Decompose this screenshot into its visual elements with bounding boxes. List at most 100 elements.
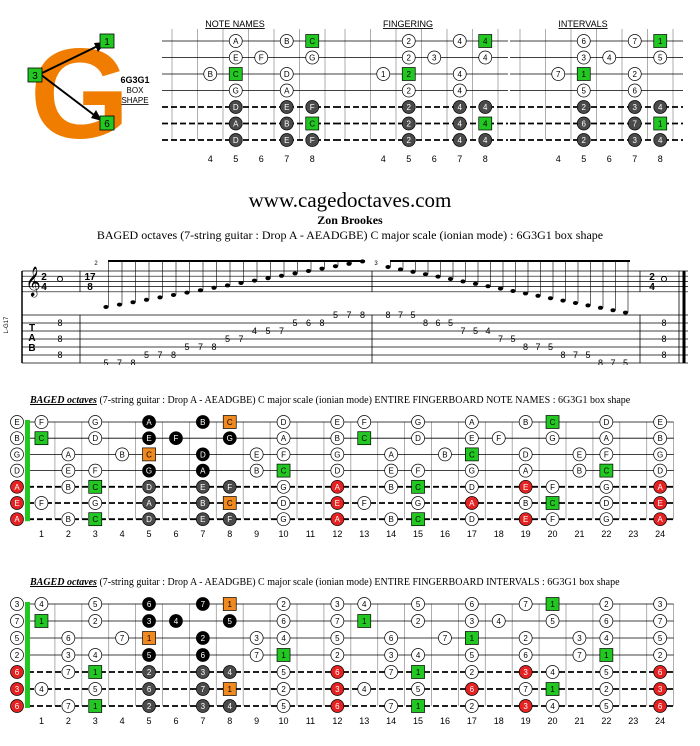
note-head	[265, 276, 271, 281]
note-head	[143, 297, 150, 302]
tab-number: 5	[292, 318, 297, 328]
note-marker-label: E	[66, 467, 71, 476]
note-marker-label: B	[335, 434, 340, 443]
note-head	[497, 286, 504, 291]
note-marker	[411, 648, 425, 662]
note-marker	[88, 597, 103, 611]
mini-marker-label: 3	[633, 136, 638, 145]
tuplet-mark: 3	[374, 261, 378, 267]
note-marker	[276, 682, 291, 696]
note-head	[332, 264, 339, 269]
note-marker-label: G	[14, 450, 20, 459]
note-marker-label: G	[227, 434, 233, 443]
fret-number: 9	[254, 716, 259, 726]
note-marker	[115, 447, 130, 462]
mini-marker	[653, 100, 668, 114]
note-marker	[88, 463, 103, 478]
tab-number: 5	[184, 342, 189, 352]
note-marker	[545, 431, 560, 446]
note-marker	[88, 665, 103, 679]
note-marker	[196, 479, 210, 494]
note-marker	[222, 597, 237, 611]
note-marker-label: 1	[228, 600, 233, 609]
mini-marker	[627, 100, 642, 114]
note-marker	[10, 496, 24, 510]
note-marker	[518, 512, 533, 527]
fret-number: 24	[655, 529, 665, 539]
note-marker-label: B	[657, 434, 662, 443]
fret-number: 11	[306, 716, 315, 726]
nut	[25, 420, 30, 522]
mini-marker	[627, 83, 642, 98]
side-label: L-G17	[4, 316, 10, 333]
note-marker-label: F	[550, 515, 555, 524]
note-marker	[222, 665, 237, 679]
note-marker-label: E	[657, 418, 662, 427]
note-marker-label: 1	[228, 685, 233, 694]
note-marker	[599, 665, 614, 679]
mini-marker-label: A	[284, 87, 290, 96]
note-marker-label: 1	[147, 634, 152, 643]
note-marker	[276, 496, 291, 510]
fret-number: 12	[332, 529, 342, 539]
note-marker	[249, 463, 264, 478]
caged-logo: G 1 3 6 6G3G1 BOX SHAPE	[27, 26, 150, 146]
note-marker	[330, 496, 345, 510]
tab-number: 5	[510, 334, 515, 344]
note-marker-label: D	[603, 418, 609, 427]
note-marker	[545, 614, 560, 628]
note-marker-label: G	[657, 450, 663, 459]
mini-marker-label: 7	[556, 70, 561, 79]
chord-note	[57, 276, 63, 282]
site-url[interactable]: www.cagedoctaves.com	[248, 188, 452, 212]
note-marker-label: 5	[604, 702, 609, 711]
mini-marker	[401, 100, 416, 114]
note-marker	[142, 665, 156, 679]
note-marker-label: 7	[577, 651, 582, 660]
mini-marker	[279, 67, 294, 81]
note-head	[597, 305, 604, 310]
tab-number: 8	[171, 350, 176, 360]
mini-marker	[576, 133, 591, 147]
fret-number: 5	[147, 529, 152, 539]
note-marker-label: 6	[604, 617, 609, 626]
mini-marker	[576, 83, 591, 98]
note-marker	[465, 682, 479, 696]
mini-marker-label: 4	[607, 54, 612, 63]
note-marker	[411, 614, 425, 628]
note-head	[610, 308, 616, 313]
note-marker	[196, 496, 210, 510]
note-marker-label: F	[227, 515, 232, 524]
mini-marker	[452, 34, 467, 48]
note-marker	[491, 614, 506, 628]
tab-number: 7	[279, 326, 284, 336]
note-marker-label: 2	[281, 685, 286, 694]
nut	[25, 602, 30, 708]
note-head	[447, 277, 454, 281]
tab-number: 5	[410, 310, 415, 320]
note-marker-label: 6	[470, 685, 475, 694]
note-marker-label: 2	[658, 651, 663, 660]
note-marker	[384, 631, 398, 645]
note-marker-label: 7	[523, 685, 528, 694]
tab-number: 8	[360, 310, 365, 320]
note-marker-label: G	[280, 483, 286, 492]
fret-number: 10	[279, 716, 289, 726]
note-marker	[384, 447, 398, 462]
note-marker-label: C	[281, 467, 287, 476]
note-marker-label: 2	[147, 702, 152, 711]
fret-number: 19	[521, 716, 531, 726]
note-marker-label: A	[657, 483, 663, 492]
note-marker-label: E	[200, 515, 205, 524]
note-marker-label: A	[388, 450, 394, 459]
tab-number: 8	[661, 318, 666, 328]
mini-marker-label: D	[233, 103, 239, 112]
note-marker-label: C	[415, 483, 421, 492]
tab-number: 8	[560, 350, 565, 360]
tab-number: 8	[523, 342, 528, 352]
note-marker-label: D	[415, 434, 421, 443]
mini-marker-label: A	[233, 120, 239, 129]
fret-number: 12	[332, 716, 342, 726]
note-marker	[465, 479, 479, 494]
